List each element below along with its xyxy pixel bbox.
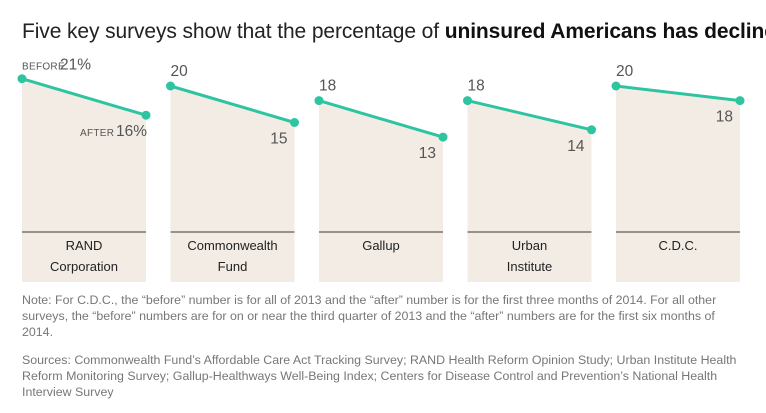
series-line-c-d-c [614,84,742,103]
panel-area-gallup [319,100,443,282]
category-label-urban-institute: Institute [507,259,553,274]
value-after-c-d-c: 18 [716,109,733,126]
series-line-gallup [317,99,445,139]
value-after-commonwealth-fund: 15 [270,131,287,148]
panel-area-rand-corporation [22,78,146,282]
chart-title: Five key surveys show that the percentag… [22,20,766,44]
panel-area-commonwealth-fund [170,86,295,282]
point-after-c-d-c [735,96,745,106]
category-label-rand-corporation: Corporation [50,259,118,274]
title-bold: uninsured Americans has declined [444,20,766,43]
title-prefix: Five key surveys show that the percentag… [22,20,445,43]
point-before-c-d-c [611,81,621,91]
point-before-urban-institute [463,96,472,106]
value-after-urban-institute: 14 [567,138,585,155]
point-after-commonwealth-fund [290,118,299,127]
value-before-rand-corporation: 21% [60,57,91,74]
category-label-gallup: Gallup [362,238,400,253]
point-before-rand-corporation [17,74,27,84]
value-before-c-d-c: 20 [616,63,634,80]
panel-area-c-d-c [616,86,740,282]
series-line-urban-institute [466,99,593,132]
category-label-rand-corporation: RAND [66,238,103,253]
point-after-urban-institute [587,125,596,135]
category-label-urban-institute: Urban [512,238,547,253]
sources-text: Sources: Commonwealth Fund’s Affordable … [22,353,737,399]
point-before-commonwealth-fund [166,81,175,91]
before-label: BEFORE [22,62,65,73]
value-before-gallup: 18 [319,78,336,95]
point-after-gallup [438,132,448,142]
note-text: Note: For C.D.C., the “before” number is… [22,293,717,339]
value-after-rand-corporation: 16% [116,123,147,140]
panel-area-urban-institute [467,100,592,282]
series-line-rand-corporation [20,77,148,117]
value-after-gallup: 13 [419,145,436,162]
category-label-commonwealth-fund: Commonwealth [187,238,277,253]
value-before-commonwealth-fund: 20 [171,63,189,80]
point-before-gallup [314,96,324,106]
category-label-c-d-c: C.D.C. [659,238,698,253]
after-label: AFTER [80,128,114,139]
value-before-urban-institute: 18 [468,78,485,95]
point-after-rand-corporation [141,110,151,120]
series-line-commonwealth-fund [169,84,296,124]
category-label-commonwealth-fund: Fund [218,259,248,274]
